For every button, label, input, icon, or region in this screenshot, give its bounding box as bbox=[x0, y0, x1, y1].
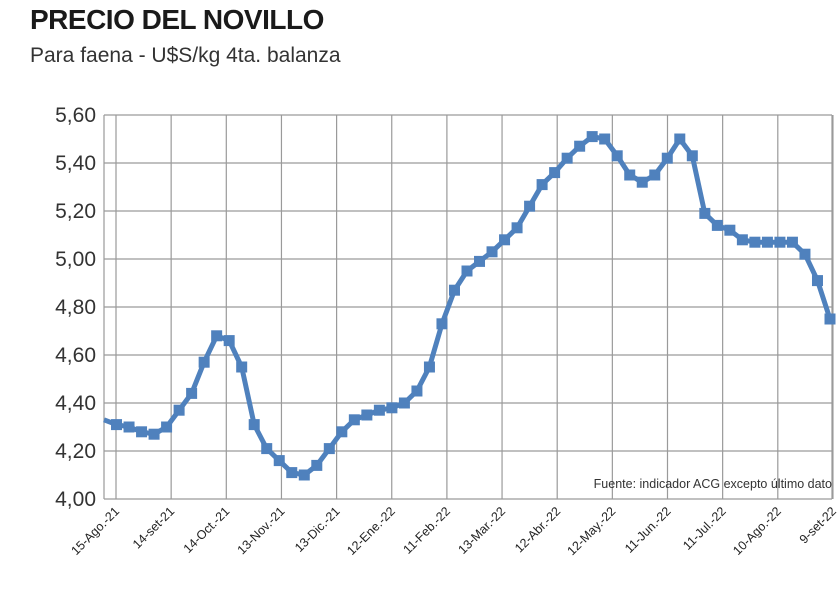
data-point bbox=[511, 222, 523, 234]
y-tick-label: 4,20 bbox=[55, 440, 96, 463]
x-tick-label: 9-set-22 bbox=[797, 504, 839, 546]
data-point bbox=[186, 387, 198, 399]
data-point bbox=[398, 397, 410, 409]
y-tick-label: 5,00 bbox=[55, 248, 96, 271]
y-tick-label: 4,80 bbox=[55, 296, 96, 319]
data-point bbox=[674, 133, 686, 145]
data-point bbox=[524, 200, 536, 212]
data-point bbox=[423, 361, 435, 373]
data-point bbox=[223, 335, 235, 347]
x-tick-label: 11-Jul.-22 bbox=[680, 504, 729, 553]
data-point bbox=[123, 421, 135, 433]
data-point bbox=[586, 131, 598, 143]
data-point bbox=[348, 414, 360, 426]
data-point bbox=[749, 236, 761, 248]
data-point bbox=[373, 404, 385, 416]
data-point bbox=[599, 133, 611, 145]
data-point bbox=[649, 169, 661, 181]
y-axis-ticks: 5,60 5,40 5,20 5,00 4,80 4,60 4,40 4,20 4,00 bbox=[55, 104, 96, 511]
data-point bbox=[736, 234, 748, 246]
x-axis-ticks: 15-Ago.-21 14-set-21 14-Oct.-21 13-Nov.-21 1… bbox=[68, 504, 839, 558]
data-point bbox=[311, 459, 323, 471]
x-tick-label: 13-Nov.-21 bbox=[235, 504, 288, 557]
data-point bbox=[499, 234, 511, 246]
data-point bbox=[724, 224, 736, 236]
data-point bbox=[411, 385, 423, 397]
data-point bbox=[574, 140, 586, 152]
data-point bbox=[686, 150, 698, 162]
data-point bbox=[774, 236, 786, 248]
data-point bbox=[323, 443, 335, 455]
data-point bbox=[761, 236, 773, 248]
x-tick-label: 13-Dic.-21 bbox=[292, 504, 343, 555]
data-point bbox=[561, 152, 573, 164]
data-point bbox=[786, 236, 798, 248]
x-tick-label: 13-Mar.-22 bbox=[456, 504, 509, 557]
data-point bbox=[136, 426, 148, 438]
data-point bbox=[711, 219, 723, 231]
x-tick-label: 14-Oct.-21 bbox=[181, 504, 233, 556]
chart-subtitle: Para faena - U$S/kg 4ta. balanza bbox=[30, 44, 341, 67]
y-tick-label: 5,20 bbox=[55, 200, 96, 223]
x-tick-label: 11-Feb.-22 bbox=[401, 504, 454, 557]
x-tick-label: 15-Ago.-21 bbox=[68, 504, 122, 558]
data-point bbox=[273, 455, 285, 467]
data-point bbox=[474, 255, 486, 267]
series-line bbox=[103, 134, 833, 478]
data-point bbox=[361, 409, 373, 421]
data-point bbox=[236, 361, 248, 373]
data-point bbox=[211, 330, 223, 342]
data-point bbox=[148, 428, 160, 440]
data-point bbox=[173, 404, 185, 416]
y-tick-label: 4,40 bbox=[55, 392, 96, 415]
x-tick-label: 12-Ene.-22 bbox=[344, 504, 398, 558]
y-tick-label: 4,00 bbox=[55, 488, 96, 511]
data-point bbox=[261, 443, 273, 455]
x-tick-label: 12-Abr.-22 bbox=[512, 504, 563, 555]
data-point bbox=[799, 248, 811, 260]
chart-title: PRECIO DEL NOVILLO bbox=[30, 4, 324, 35]
y-tick-label: 5,60 bbox=[55, 104, 96, 127]
data-point bbox=[386, 402, 398, 414]
data-point bbox=[161, 421, 173, 433]
source-note: Fuente: indicador ACG excepto último dat… bbox=[594, 477, 832, 491]
data-point bbox=[636, 176, 648, 188]
data-point bbox=[611, 150, 623, 162]
data-point bbox=[486, 246, 498, 258]
data-point bbox=[661, 152, 673, 164]
data-point bbox=[624, 169, 636, 181]
y-tick-label: 4,60 bbox=[55, 344, 96, 367]
data-point bbox=[549, 167, 561, 179]
data-point bbox=[448, 284, 460, 296]
data-point bbox=[111, 419, 123, 431]
data-point bbox=[699, 207, 711, 219]
data-point bbox=[436, 318, 448, 330]
data-point bbox=[198, 356, 210, 368]
data-point bbox=[298, 469, 310, 481]
y-tick-label: 5,40 bbox=[55, 152, 96, 175]
data-point bbox=[811, 275, 823, 287]
x-tick-label: 10-Ago.-22 bbox=[730, 504, 784, 558]
data-point bbox=[286, 467, 298, 479]
data-point bbox=[336, 426, 348, 438]
data-point bbox=[461, 265, 473, 277]
x-tick-label: 12-May.-22 bbox=[565, 504, 619, 558]
data-point bbox=[248, 419, 260, 431]
grid bbox=[103, 114, 834, 500]
x-tick-label: 11-Jun.-22 bbox=[622, 504, 674, 556]
data-point bbox=[536, 179, 548, 191]
data-point bbox=[824, 313, 836, 325]
x-tick-label: 14-set-21 bbox=[130, 504, 177, 551]
series bbox=[103, 131, 836, 481]
